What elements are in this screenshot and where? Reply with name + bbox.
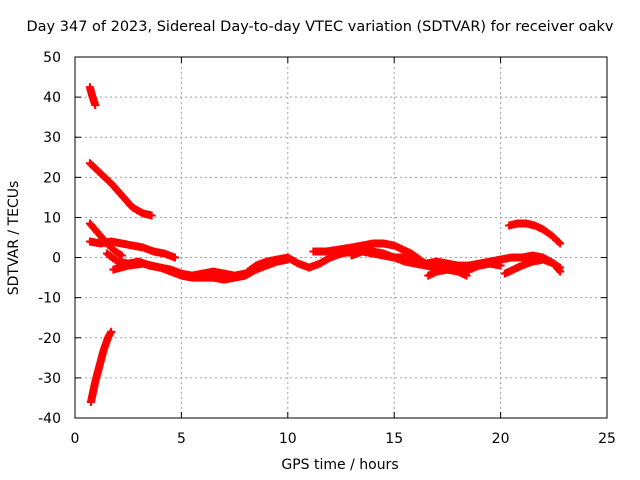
data-point-marker <box>554 238 563 247</box>
axis-ticks: 0 5 10 15 20 25 -40 -30 -20 -10 0 10 20 30 40 50 <box>38 50 616 447</box>
series-arc-10 <box>424 265 471 280</box>
y-tick-label: -30 <box>38 371 61 387</box>
y-tick-label: -20 <box>38 331 61 347</box>
grid <box>75 57 607 418</box>
x-tick-label: 25 <box>598 431 616 447</box>
x-axis-label: GPS time / hours <box>281 457 399 473</box>
series-arc-4 <box>85 237 180 262</box>
series-arc-12 <box>500 255 565 278</box>
y-tick-label: -40 <box>38 411 61 427</box>
x-tick-label: 10 <box>279 431 297 447</box>
series-arc-5 <box>86 327 116 406</box>
data-point-marker <box>283 255 292 264</box>
data-point-marker <box>556 267 565 276</box>
data-point-marker <box>171 253 180 262</box>
data-point-marker <box>556 239 565 248</box>
series-arc-7 <box>102 249 292 284</box>
y-tick-label: 50 <box>43 50 61 66</box>
series-arc-9 <box>347 247 473 270</box>
x-tick-label: 15 <box>385 431 403 447</box>
data-point-marker <box>107 327 116 336</box>
x-tick-label: 20 <box>492 431 510 447</box>
y-tick-label: 30 <box>43 130 61 146</box>
series-arc-2 <box>85 159 156 220</box>
series-arc-1 <box>85 83 100 110</box>
chart-title: Day 347 of 2023, Sidereal Day-to-day VTE… <box>26 19 614 35</box>
data-point-marker <box>555 266 564 275</box>
data-point-marker <box>116 250 125 259</box>
series-arc-13 <box>505 219 565 248</box>
data-point-marker <box>91 101 100 110</box>
y-tick-label: -10 <box>38 291 61 307</box>
x-tick-label: 0 <box>71 431 80 447</box>
y-tick-label: 20 <box>43 170 61 186</box>
data-points <box>85 83 565 406</box>
y-axis-label: SDTVAR / TECUs <box>6 180 22 296</box>
data-point-marker <box>462 271 471 280</box>
data-point-marker <box>147 211 156 220</box>
y-tick-label: 40 <box>43 90 61 106</box>
data-point-marker <box>117 251 126 260</box>
y-tick-label: 0 <box>52 251 61 267</box>
y-tick-label: 10 <box>43 210 61 226</box>
plot-frame <box>74 56 608 419</box>
x-tick-label: 5 <box>177 431 186 447</box>
